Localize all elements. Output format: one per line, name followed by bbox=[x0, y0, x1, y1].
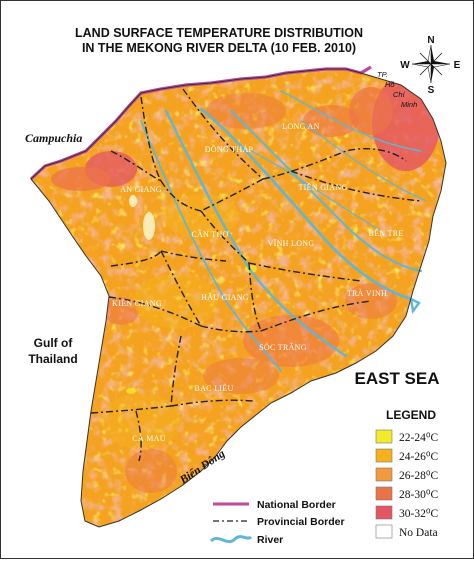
province-label-tra-vinh: TRÀ VINH bbox=[347, 288, 387, 298]
legend-swatch-26-28 bbox=[375, 467, 393, 482]
province-label-vinh-long: VĨNH LONG bbox=[268, 238, 315, 248]
temperature-legend: LEGEND 22-24⁰C 24-26⁰C 26-28⁰C 28-30⁰C 3… bbox=[375, 408, 438, 539]
legend-swatch-22-24 bbox=[375, 429, 393, 444]
province-label-bac-lieu: BẠC LIÊU bbox=[194, 383, 233, 393]
province-label-dong-thap: ĐỒNG THÁP bbox=[205, 144, 254, 154]
province-label-kien-giang: KIÊN GIANG bbox=[112, 298, 162, 308]
legend-swatch-24-26 bbox=[375, 448, 393, 463]
place-label-gulf-line-1: Gulf of bbox=[34, 336, 74, 350]
legend-label-28-30: 28-30⁰C bbox=[399, 489, 438, 501]
legend-label-24-26: 24-26⁰C bbox=[399, 451, 438, 463]
legend-title: LEGEND bbox=[386, 408, 436, 422]
compass-west-label: W bbox=[400, 60, 410, 71]
legend-swatch-no-data bbox=[375, 524, 393, 539]
map-title-line-2: IN THE MEKONG RIVER DELTA (10 FEB. 2010) bbox=[82, 41, 356, 55]
legend-swatch-28-30 bbox=[375, 486, 393, 501]
province-label-tien-giang: TIỀN GIANG bbox=[299, 182, 348, 192]
place-label-east-sea: EAST SEA bbox=[354, 369, 439, 388]
legend-label-30-32: 30-32⁰C bbox=[399, 508, 438, 520]
province-label-soc-trang: SÓC TRĂNG bbox=[259, 342, 307, 352]
province-label-ca-mau: CÀ MAU bbox=[132, 433, 166, 443]
province-label-an-giang: AN GIANG bbox=[120, 185, 162, 194]
province-label-long-an: LONG AN bbox=[282, 122, 319, 131]
provincial-borders bbox=[90, 88, 422, 462]
province-label-hau-giang: HẬU GIANG bbox=[201, 292, 249, 302]
compass-rose-icon bbox=[411, 44, 451, 84]
compass-north-label: N bbox=[427, 35, 434, 46]
legend-national-border-label: National Border bbox=[257, 499, 336, 511]
map-title-line-1: LAND SURFACE TEMPERATURE DISTRIBUTION bbox=[75, 26, 363, 40]
place-label-hcm-1: TP. bbox=[377, 70, 388, 79]
river-network bbox=[140, 90, 427, 372]
place-label-hcm-2: Hồ bbox=[385, 80, 395, 89]
place-label-gulf-line-2: Thailand bbox=[28, 352, 77, 366]
line-legend: National Border Provincial Border River bbox=[209, 499, 345, 546]
legend-provincial-border-label: Provincial Border bbox=[257, 516, 345, 528]
compass-east-label: E bbox=[454, 60, 461, 71]
compass-south-label: S bbox=[428, 85, 435, 96]
delta-outline bbox=[30, 68, 447, 528]
place-label-campuchia: Campuchia bbox=[25, 131, 82, 145]
legend-label-22-24: 22-24⁰C bbox=[399, 432, 438, 444]
province-label-ben-tre: BẾN TRE bbox=[368, 228, 403, 238]
legend-swatch-30-32 bbox=[375, 505, 393, 520]
legend-label-26-28: 26-28⁰C bbox=[399, 470, 438, 482]
legend-river-line bbox=[209, 535, 253, 544]
province-label-can-tho: CẦN THƠ bbox=[191, 229, 229, 239]
place-label-hcm-3: Chí bbox=[393, 90, 406, 99]
place-label-hcm-4: Minh bbox=[401, 100, 417, 109]
legend-river-label: River bbox=[257, 534, 283, 546]
legend-label-no-data: No Data bbox=[399, 527, 438, 539]
